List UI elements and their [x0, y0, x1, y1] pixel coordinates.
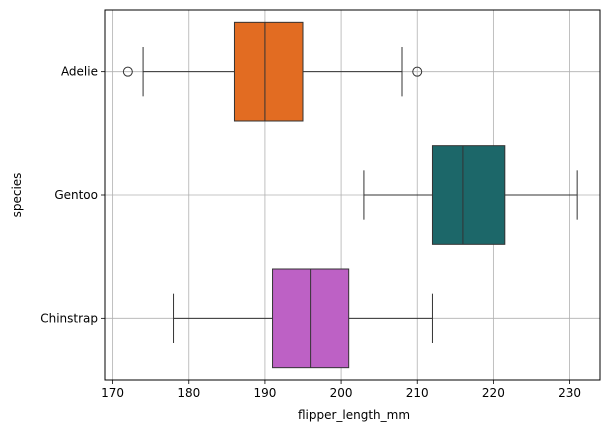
x-axis-label: flipper_length_mm	[298, 408, 410, 422]
box-group-adelie	[122, 21, 423, 122]
x-tick-label: 190	[253, 386, 276, 400]
box-group-chinstrap	[173, 268, 433, 369]
y-axis-label: species	[10, 173, 24, 218]
outlier-adelie	[122, 66, 133, 77]
x-tick-label: 210	[406, 386, 429, 400]
x-tick-label: 220	[482, 386, 505, 400]
box-adelie	[233, 21, 304, 122]
box-layer	[122, 21, 578, 369]
box-group-gentoo	[363, 145, 578, 245]
x-tick-label: 180	[177, 386, 200, 400]
tick-layer: 170 180 190 200 210 220 230 Adelie Gentoo Chinstr…	[40, 65, 581, 400]
x-tick-label: 230	[558, 386, 581, 400]
x-tick-label: 200	[330, 386, 353, 400]
outlier-adelie	[412, 66, 423, 77]
x-tick-label: 170	[101, 386, 124, 400]
box-gentoo	[431, 145, 506, 245]
y-tick-label-adelie: Adelie	[61, 65, 98, 79]
y-tick-label-gentoo: Gentoo	[54, 188, 98, 202]
y-tick-label-chinstrap: Chinstrap	[40, 311, 98, 325]
